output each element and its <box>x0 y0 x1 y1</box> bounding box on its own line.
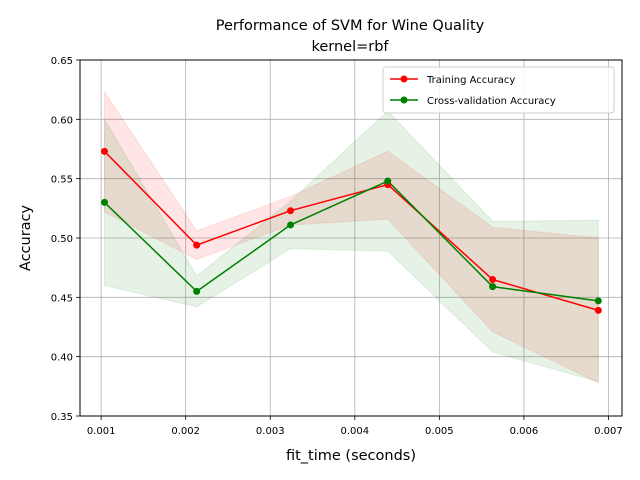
legend-label-cv: Cross-validation Accuracy <box>427 96 556 107</box>
y-tick-label: 0.35 <box>51 412 73 423</box>
y-tick-label: 0.55 <box>51 175 73 186</box>
point-cv <box>594 297 602 305</box>
legend: Training Accuracy Cross-validation Accur… <box>382 66 615 114</box>
point-cv <box>101 198 109 206</box>
point-training <box>101 147 109 155</box>
point-cv <box>193 287 201 295</box>
chart-title: Performance of SVM for Wine Quality <box>216 18 485 34</box>
legend-marker-training <box>400 75 408 83</box>
line-training <box>103 150 599 312</box>
y-tick-label: 0.65 <box>51 56 73 67</box>
point-training <box>489 276 497 284</box>
band-training <box>104 90 599 384</box>
point-cv <box>287 221 295 229</box>
band-cv <box>104 110 599 383</box>
legend-label-training: Training Accuracy <box>426 75 515 86</box>
y-tick-label: 0.40 <box>51 353 73 364</box>
point-cv <box>489 283 497 291</box>
point-training <box>594 306 602 314</box>
x-axis: 0.001 0.002 0.003 0.004 0.005 0.006 0.007 <box>87 416 623 437</box>
x-tick-label: 0.006 <box>510 426 539 437</box>
x-tick-label: 0.002 <box>171 426 200 437</box>
point-cv <box>384 177 392 185</box>
x-tick-label: 0.001 <box>87 426 116 437</box>
series-lines <box>103 150 599 312</box>
y-axis-label: Accuracy <box>18 204 34 271</box>
line-cv <box>104 180 599 302</box>
point-training <box>287 207 295 215</box>
y-tick-label: 0.60 <box>51 115 73 126</box>
series-points <box>101 147 602 314</box>
x-tick-label: 0.005 <box>425 426 454 437</box>
legend-marker-cv <box>400 96 408 104</box>
x-tick-label: 0.003 <box>256 426 285 437</box>
x-tick-label: 0.004 <box>340 426 369 437</box>
confidence-bands <box>104 90 599 384</box>
y-tick-label: 0.50 <box>51 234 73 245</box>
x-tick-label: 0.007 <box>594 426 623 437</box>
point-training <box>193 241 201 249</box>
y-tick-label: 0.45 <box>51 293 73 304</box>
x-axis-label: fit_time (seconds) <box>286 448 416 464</box>
legend-box <box>382 66 615 114</box>
chart-subtitle: kernel=rbf <box>311 39 389 55</box>
y-axis: 0.35 0.40 0.45 0.50 0.55 0.60 0.65 <box>51 56 80 423</box>
